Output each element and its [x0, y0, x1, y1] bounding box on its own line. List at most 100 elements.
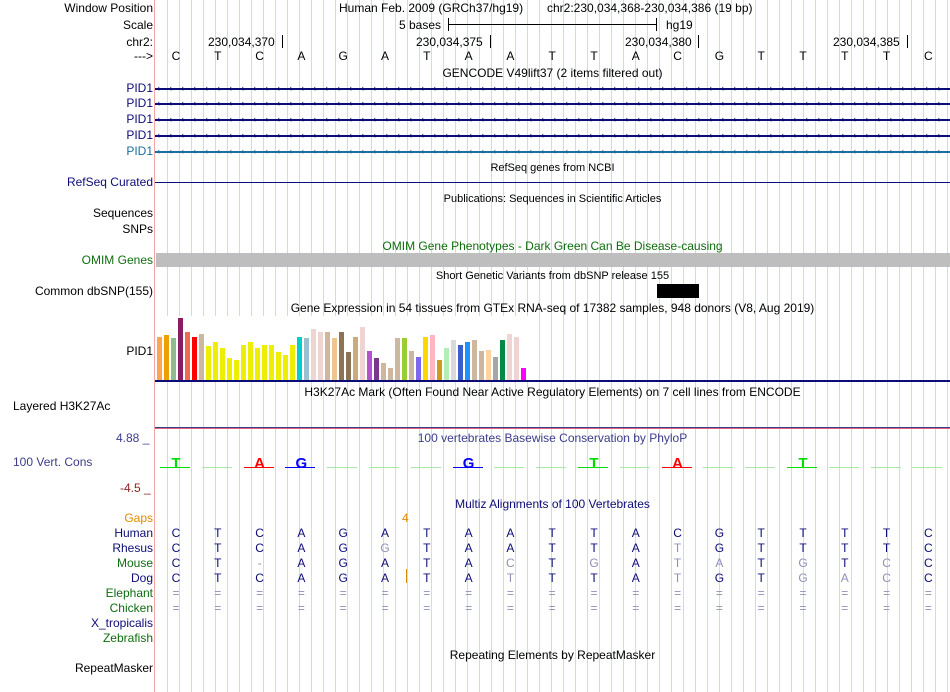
gtex-tissue-bar[interactable]: [255, 347, 260, 380]
gtex-tissue-bar[interactable]: [360, 327, 365, 380]
strand-arrow-icon: ‹: [637, 146, 640, 156]
gtex-tissue-bar[interactable]: [479, 350, 484, 380]
strand-arrow-icon: ‹: [181, 98, 184, 108]
gtex-tissue-bar[interactable]: [388, 367, 393, 380]
gtex-tissue-bar[interactable]: [465, 341, 470, 380]
gtex-tissue-bar[interactable]: [458, 344, 463, 380]
gtex-tissue-bar[interactable]: [297, 336, 302, 380]
gtex-tissue-bar[interactable]: [353, 336, 358, 380]
gtex-tissue-bar[interactable]: [346, 352, 351, 380]
gtex-tissue-bar[interactable]: [276, 352, 281, 380]
gencode-item-label[interactable]: PID1: [126, 144, 153, 158]
strand-arrow-icon: ‹: [205, 130, 208, 140]
species-label[interactable]: Rhesus: [112, 541, 153, 555]
strand-arrow-icon: ‹: [397, 98, 400, 108]
species-label[interactable]: Mouse: [116, 556, 153, 570]
species-label[interactable]: Dog: [130, 571, 153, 585]
strand-arrow-icon: ‹: [301, 98, 304, 108]
gtex-tissue-bar[interactable]: [304, 338, 309, 380]
strand-arrow-icon: ‹: [505, 98, 508, 108]
gtex-tissue-bar[interactable]: [241, 344, 246, 380]
phylop-baseline-mark: [327, 467, 358, 468]
gtex-tissue-bar[interactable]: [157, 336, 162, 380]
strand-arrow-icon: ‹: [469, 146, 472, 156]
base-letter: T: [799, 49, 807, 63]
gtex-tissue-bar[interactable]: [444, 347, 449, 380]
species-label[interactable]: Human: [114, 526, 153, 540]
gtex-tissue-bar[interactable]: [248, 341, 253, 380]
gtex-tissue-bar[interactable]: [262, 344, 267, 380]
gtex-tissue-bar[interactable]: [325, 332, 330, 380]
gtex-tissue-bar[interactable]: [220, 347, 225, 380]
gtex-tissue-bar[interactable]: [227, 358, 232, 380]
gencode-transcript[interactable]: [155, 135, 950, 137]
gencode-transcript[interactable]: [155, 103, 950, 105]
dbsnp-variant[interactable]: [657, 284, 699, 298]
gtex-tissue-bar[interactable]: [192, 337, 197, 380]
gtex-tissue-bar[interactable]: [514, 336, 519, 380]
species-label[interactable]: Chicken: [109, 601, 153, 615]
gtex-tissue-bar[interactable]: [451, 339, 456, 380]
gtex-tissue-bar[interactable]: [213, 341, 218, 380]
gtex-tissue-bar[interactable]: [486, 349, 491, 380]
gtex-tissue-bar[interactable]: [185, 332, 190, 380]
strand-arrow-icon: ‹: [457, 114, 460, 124]
species-label[interactable]: Zebrafish: [102, 631, 153, 645]
gtex-tissue-bar[interactable]: [367, 350, 372, 380]
gtex-tissue-bar[interactable]: [409, 350, 414, 380]
gencode-transcript[interactable]: [155, 119, 950, 121]
gtex-tissue-bar[interactable]: [269, 344, 274, 380]
alignment-base: C: [924, 526, 933, 540]
gtex-tissue-bar[interactable]: [318, 332, 323, 380]
gencode-item-label[interactable]: PID1: [126, 112, 153, 126]
gencode-transcript[interactable]: [155, 88, 950, 90]
gtex-tissue-bar[interactable]: [171, 337, 176, 380]
gtex-tissue-bar[interactable]: [521, 367, 526, 380]
strand-arrow-icon: ‹: [781, 146, 784, 156]
gtex-tissue-bar[interactable]: [402, 338, 407, 380]
gtex-tissue-bar[interactable]: [164, 335, 169, 380]
repeatmasker-label[interactable]: RepeatMasker: [74, 661, 153, 675]
gtex-tissue-bar[interactable]: [332, 338, 337, 380]
gtex-tissue-bar[interactable]: [206, 345, 211, 380]
refseq-gene-line[interactable]: [155, 182, 950, 183]
gtex-tissue-bar[interactable]: [178, 318, 183, 380]
gtex-tissue-bar[interactable]: [234, 359, 239, 380]
gtex-tissue-bar[interactable]: [423, 336, 428, 380]
gtex-tissue-bar[interactable]: [507, 333, 512, 380]
gencode-item-label[interactable]: PID1: [126, 96, 153, 110]
strand-arrow-icon: ‹: [301, 114, 304, 124]
common-dbsnp-label[interactable]: Common dbSNP(155): [34, 284, 153, 298]
gencode-item-label[interactable]: PID1: [126, 128, 153, 142]
omim-genes-label[interactable]: OMIM Genes: [81, 253, 153, 267]
gtex-tissue-bar[interactable]: [290, 344, 295, 380]
strand-arrow-icon: ‹: [757, 83, 760, 93]
gtex-tissue-bar[interactable]: [416, 357, 421, 380]
gtex-tissue-bar[interactable]: [430, 335, 435, 380]
gtex-chart[interactable]: [156, 316, 533, 380]
h3k27ac-label[interactable]: Layered H3K27Ac: [13, 399, 111, 413]
gtex-tissue-bar[interactable]: [472, 340, 477, 380]
gtex-tissue-bar[interactable]: [283, 355, 288, 380]
sequences-label[interactable]: Sequences: [92, 206, 153, 220]
omim-gene-bar[interactable]: [156, 253, 950, 267]
gtex-tissue-bar[interactable]: [437, 360, 442, 380]
gtex-tissue-bar[interactable]: [493, 357, 498, 380]
refseq-curated-label[interactable]: RefSeq Curated: [66, 175, 153, 189]
strand-arrow-icon: ‹: [817, 98, 820, 108]
species-label[interactable]: X_tropicalis: [90, 616, 153, 630]
gtex-tissue-bar[interactable]: [339, 332, 344, 380]
gtex-label[interactable]: PID1: [126, 344, 153, 358]
gtex-tissue-bar[interactable]: [500, 339, 505, 380]
gtex-tissue-bar[interactable]: [311, 329, 316, 380]
gtex-tissue-bar[interactable]: [199, 333, 204, 380]
gencode-transcript[interactable]: [155, 151, 950, 153]
species-label[interactable]: Elephant: [105, 586, 153, 600]
gtex-tissue-bar[interactable]: [374, 358, 379, 380]
gtex-tissue-bar[interactable]: [381, 363, 386, 380]
snps-label[interactable]: SNPs: [122, 222, 153, 236]
phylop-label[interactable]: 100 Vert. Cons: [13, 455, 93, 469]
coord-label: 230,034,375: [416, 35, 483, 49]
gtex-tissue-bar[interactable]: [395, 338, 400, 380]
gencode-item-label[interactable]: PID1: [126, 81, 153, 95]
